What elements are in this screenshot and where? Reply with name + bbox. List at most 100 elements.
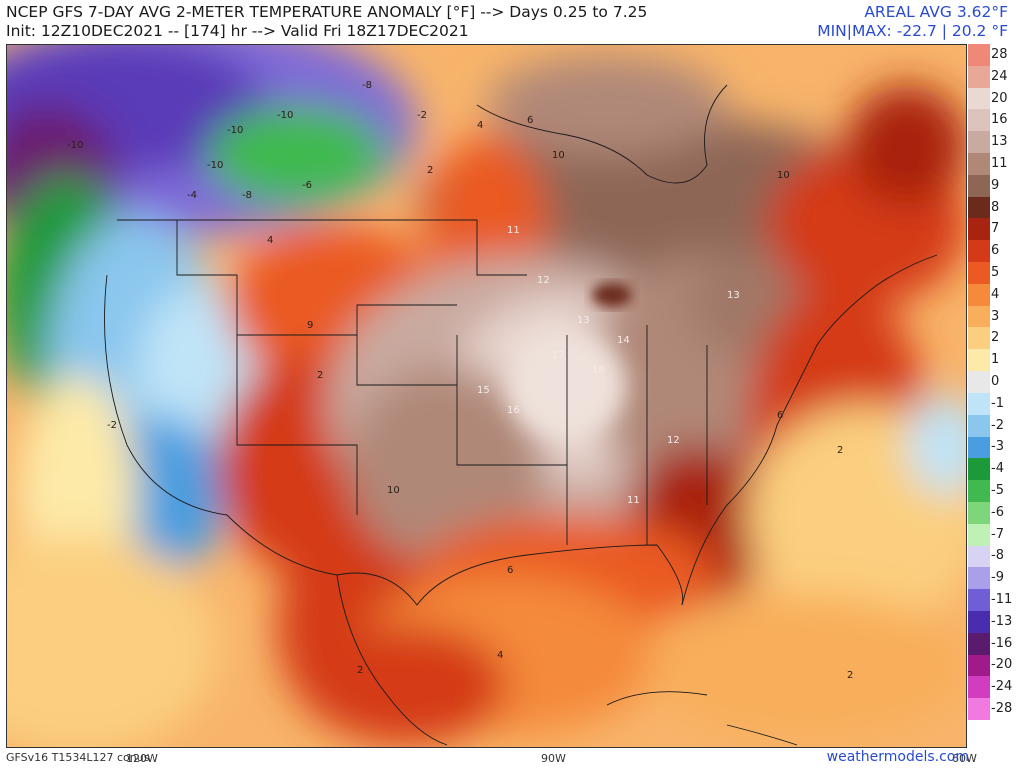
colorbar-label: 16 [991, 112, 1008, 128]
colorbar-swatch [968, 632, 990, 656]
colorbar-swatch [968, 87, 990, 110]
colorbar-swatch [968, 545, 990, 568]
colorbar-label: 3 [991, 308, 1000, 324]
anomaly-value-label: 2 [317, 370, 323, 381]
anomaly-value-label: 9 [307, 320, 313, 331]
anomaly-value-label: 10 [777, 170, 790, 181]
colorbar-swatch [968, 283, 990, 307]
colorbar-swatch [968, 305, 990, 328]
anomaly-value-label: 4 [477, 120, 483, 131]
colorbar-label: -5 [991, 483, 1004, 499]
colorbar-label: 9 [991, 177, 1000, 193]
anomaly-value-label: 13 [727, 290, 740, 301]
anomaly-value-label: 10 [552, 150, 565, 161]
colorbar-label: 13 [991, 134, 1008, 150]
colorbar-label: -11 [991, 592, 1013, 608]
colorbar-label: -28 [991, 701, 1013, 717]
colorbar-label: 0 [991, 374, 1000, 389]
anomaly-value-label: 12 [667, 435, 680, 446]
colorbar-swatch [968, 436, 990, 459]
colorbar-swatch [968, 327, 990, 350]
anomaly-value-label: 2 [427, 165, 433, 176]
colorbar-label: -1 [991, 395, 1004, 411]
colorbar-swatch [968, 698, 990, 721]
anomaly-value-label: 10 [387, 485, 400, 496]
anomaly-map: -10 -10 -10 -10 -8 -8 -6 -4 -2 2 4 6 10 10 11 12 13 14 15 1… [6, 44, 967, 748]
colorbar-label: 7 [991, 221, 1000, 237]
colorbar-swatch [968, 610, 990, 634]
colorbar-swatch [968, 501, 990, 525]
anomaly-value-label: 6 [777, 410, 783, 421]
colorbar-swatch [968, 480, 990, 503]
anomaly-value-label: -8 [362, 80, 372, 91]
anomaly-value-label: 2 [847, 670, 853, 681]
colorbar-swatch [968, 174, 990, 198]
anomaly-value-label: -4 [187, 190, 197, 201]
site-credit[interactable]: weathermodels.com [826, 749, 969, 765]
colorbar-swatch [968, 458, 990, 481]
colorbar-swatch [968, 414, 990, 437]
anomaly-value-label: 17 [552, 350, 565, 361]
colorbar-swatch [968, 392, 990, 416]
colorbar-label: -16 [991, 635, 1013, 651]
colorbar-swatch [968, 240, 990, 263]
colorbar-label: -9 [991, 570, 1004, 586]
warm-spot [592, 283, 632, 307]
colorbar-swatch [968, 523, 990, 547]
anomaly-value-label: 6 [507, 565, 513, 576]
anomaly-value-label: 16 [507, 405, 520, 416]
lon-label-60w: 60W [952, 752, 977, 765]
anomaly-labels: -10 -10 -10 -10 -8 -8 -6 -4 -2 2 4 6 10 10 11 12 13 14 15 1… [67, 80, 853, 681]
anomaly-value-label: 6 [527, 115, 533, 126]
init-valid-line: Init: 12Z10DEC2021 -- [174] hr --> Valid… [6, 22, 469, 40]
anomaly-value-label: 13 [577, 315, 590, 326]
anomaly-value-label: -10 [277, 110, 293, 121]
anomaly-value-label: 18 [592, 365, 605, 376]
colorbar-label: 2 [991, 330, 1000, 346]
lon-label-120w: 120W [126, 752, 158, 765]
colorbar [968, 44, 990, 721]
anomaly-value-label: 11 [507, 225, 520, 236]
colorbar-label: 6 [991, 243, 1000, 259]
political-boundaries [104, 84, 938, 746]
anomaly-value-label: 14 [617, 335, 630, 346]
colorbar-label: 1 [991, 352, 1000, 368]
anomaly-value-label: 15 [477, 385, 490, 396]
anomaly-value-label: 4 [267, 235, 273, 246]
colorbar-label: -2 [991, 417, 1004, 433]
colorbar-swatch [968, 65, 990, 89]
anomaly-value-label: -2 [107, 420, 117, 431]
colorbar-label: -7 [991, 526, 1004, 542]
anomaly-value-label: -10 [227, 125, 243, 136]
colorbar-label: -24 [991, 679, 1013, 695]
colorbar-swatch [968, 654, 990, 677]
colorbar-swatch [968, 567, 990, 590]
colorbar-swatch [968, 153, 990, 176]
map-canvas: -10 -10 -10 -10 -8 -8 -6 -4 -2 2 4 6 10 10 11 12 13 14 15 1… [7, 45, 966, 747]
colorbar-swatch [968, 676, 990, 699]
anomaly-value-label: -8 [242, 190, 252, 201]
colorbar-swatch [968, 371, 990, 394]
min-max-readout: MIN|MAX: -22.7 | 20.2 °F [817, 22, 1008, 40]
anomaly-value-label: -2 [417, 110, 427, 121]
chart-title: NCEP GFS 7-DAY AVG 2-METER TEMPERATURE A… [6, 3, 648, 21]
colorbar-swatch [968, 349, 990, 372]
colorbar-label: 8 [991, 199, 1000, 215]
colorbar-swatch [968, 262, 990, 285]
lon-label-90w: 90W [541, 752, 566, 765]
colorbar-label: 11 [991, 155, 1008, 171]
anomaly-value-label: 12 [537, 275, 550, 286]
colorbar-label: 20 [991, 90, 1008, 106]
colorbar-label: -20 [991, 657, 1013, 673]
anomaly-value-label: 2 [357, 665, 363, 676]
colorbar-label: -6 [991, 504, 1004, 520]
colorbar-label: -8 [991, 548, 1004, 564]
anomaly-value-label: 4 [497, 650, 503, 661]
anomaly-shading [7, 45, 966, 747]
colorbar-label: -4 [991, 461, 1004, 477]
colorbar-label: -3 [991, 439, 1004, 455]
areal-average: AREAL AVG 3.62°F [864, 3, 1008, 21]
colorbar-label: -13 [991, 613, 1013, 629]
colorbar-swatch [968, 109, 990, 132]
anomaly-value-label: -10 [67, 140, 83, 151]
